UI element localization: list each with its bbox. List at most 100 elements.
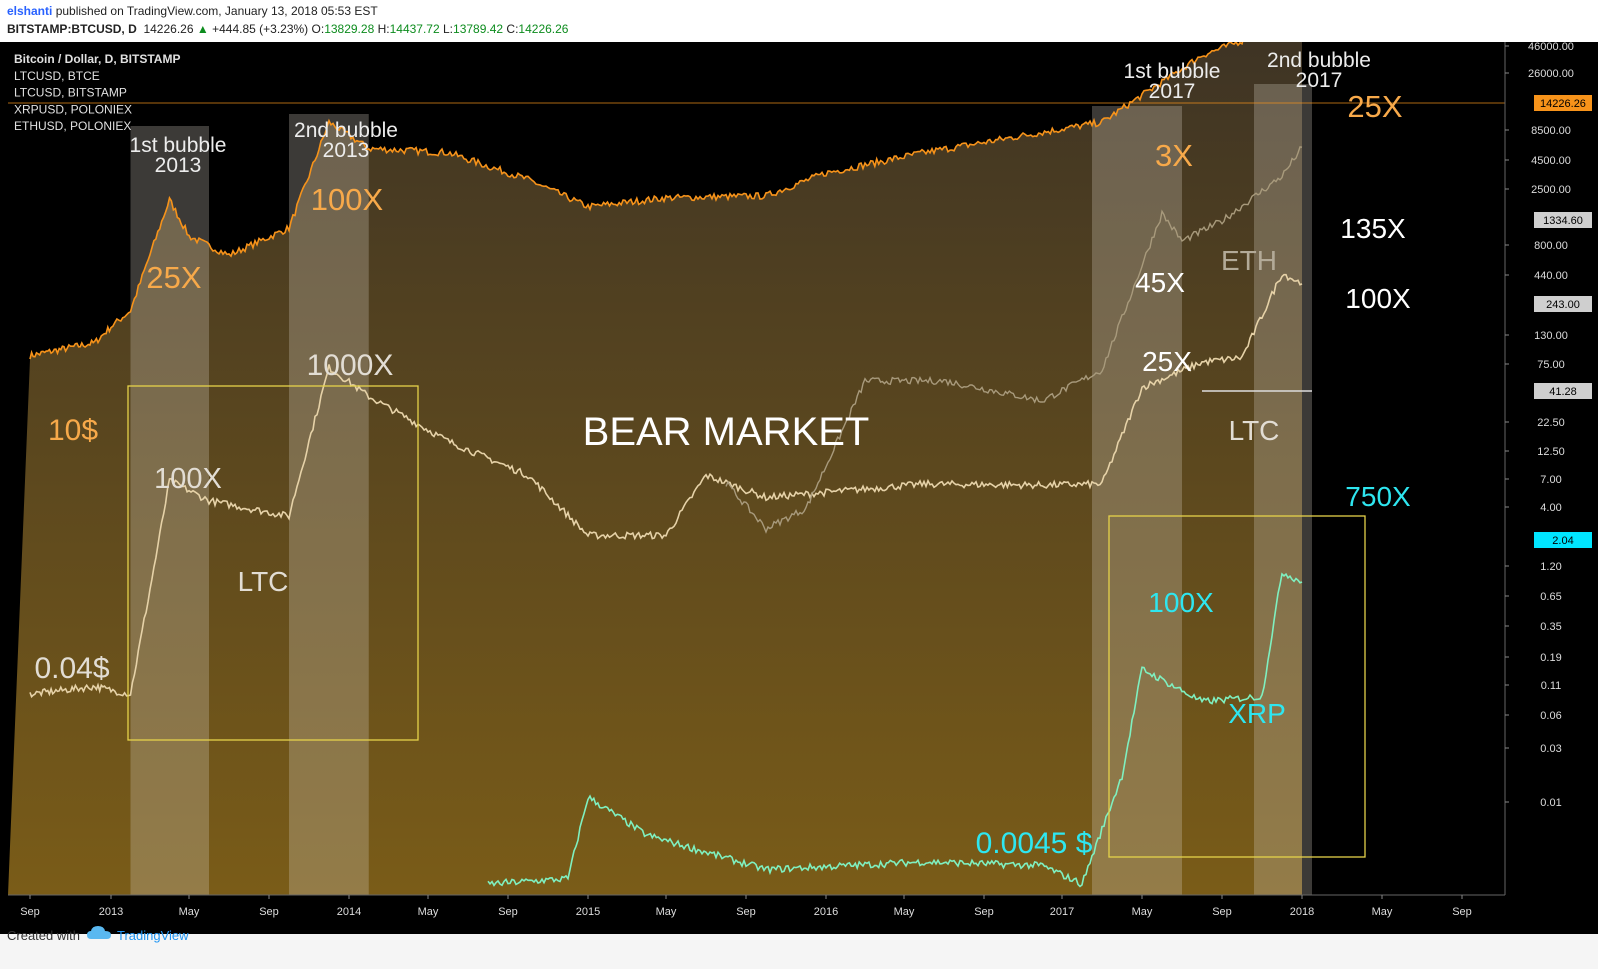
legend-entry: Bitcoin / Dollar, D, BITSTAMP [14, 52, 180, 66]
legend-entry: ETHUSD, POLONIEX [14, 119, 131, 133]
symbol-name: BITSTAMP:BTCUSD, D [7, 22, 137, 36]
annotation-btc-100x-2013: 100X [311, 182, 384, 217]
y-tick-label: 46000.00 [1528, 42, 1574, 53]
annotation-ltc-25x: 25X [1142, 346, 1192, 377]
y-tick-label: 7.00 [1540, 474, 1561, 486]
y-tick-label: 0.11 [1541, 680, 1562, 692]
y-tick-label: 4500.00 [1531, 155, 1571, 167]
x-tick-label: May [1372, 906, 1393, 918]
y-tick-label: 1.20 [1540, 561, 1561, 573]
legend: Bitcoin / Dollar, D, BITSTAMP LTCUSD, BTC… [14, 52, 180, 133]
open-label: O: [311, 22, 325, 36]
x-tick-label: Sep [259, 906, 279, 918]
x-tick-label: May [656, 906, 677, 918]
y-tick-label: 0.06 [1540, 710, 1561, 722]
x-tick-label: Sep [1452, 906, 1472, 918]
close-label: C: [506, 22, 519, 36]
highlight-boxes [127, 385, 1366, 858]
badge-value: 2.04 [1552, 535, 1573, 547]
annotation-xrp-100x: 100X [1148, 587, 1214, 618]
high-value: 14437.72 [389, 22, 440, 36]
annotation-bear: BEAR MARKET [583, 410, 870, 454]
annotation-xrp-750x: 750X [1345, 481, 1411, 512]
badge-ethusd [1534, 212, 1592, 228]
xrp-2017-box [1108, 515, 1366, 858]
open-value: 13829.28 [324, 22, 375, 36]
y-tick-label: 0.19 [1540, 652, 1561, 664]
x-axis-background [0, 895, 1598, 934]
annotation-ltc-1000x: 1000X [307, 349, 394, 382]
x-tick-label: May [894, 906, 915, 918]
legend-entry: LTCUSD, BTCE [14, 69, 100, 83]
x-tick-label: Sep [974, 906, 994, 918]
ltc-2013-box [127, 385, 419, 741]
high-label: H: [377, 22, 390, 36]
x-tick-label: 2017 [1050, 906, 1074, 918]
badge-ltcusd-btce- [1534, 383, 1592, 399]
annotation-ltc-100x: 100X [154, 463, 222, 495]
y-tick-label: 4.00 [1540, 502, 1561, 514]
annotation-ltc-label-2013: LTC [238, 566, 289, 597]
annotation-ltc-start: 0.04$ [34, 652, 109, 685]
series-line-ethusd [725, 146, 1303, 534]
x-tick-label: Sep [20, 906, 40, 918]
btc-area-fill [8, 42, 1302, 895]
y-tick-label: 440.00 [1534, 270, 1568, 282]
low-label: L: [443, 22, 454, 36]
annotation-bubble-2013-1: 1st bubble 2013 [130, 134, 227, 177]
y-tick-label: 26000.00 [1528, 68, 1574, 80]
low-value: 13789.42 [453, 22, 504, 36]
legend-entry: XRPUSD, POLONIEX [14, 102, 132, 116]
y-tick-label: 0.01 [1540, 797, 1561, 809]
last-value-badges: 14226.26 1334.60 243.00 41.28 2.04 [1534, 95, 1592, 548]
x-tick-label: 2013 [99, 906, 123, 918]
annotation-btc-start: 10$ [48, 414, 98, 447]
y-tick-label: 8500.00 [1531, 125, 1571, 137]
last-price: 14226.26 [143, 22, 194, 36]
badge-value: 14226.26 [1540, 98, 1586, 110]
annotation-eth-45x: 45X [1135, 267, 1185, 298]
band-bubble-2017-1 [1092, 106, 1182, 895]
y-tick-label: 12.50 [1537, 446, 1565, 458]
band-bubble-2013-1 [130, 126, 209, 895]
y-tick-label: 130.00 [1534, 330, 1568, 342]
annotation-btc-25x-2013: 25X [146, 260, 201, 295]
footer-bar [0, 934, 1598, 969]
price-chart[interactable]: 1st bubble 2013 2nd bubble 2013 1st bubble 20… [0, 42, 1598, 934]
tradingview-link[interactable]: TradingView [117, 928, 189, 943]
annotation-btc-25x-2017: 25X [1347, 89, 1402, 124]
annotation-xrp-label: XRP [1228, 698, 1286, 729]
x-tick-label: 2016 [814, 906, 838, 918]
x-axis[interactable]: Sep 2013 May Sep 2014 May Sep 2015 May Sep 2016 May… [0, 894, 1598, 934]
annotation-btc-3x: 3X [1155, 138, 1193, 173]
band-bubble-2017-2 [1254, 84, 1312, 895]
y-axis-background [1505, 42, 1598, 934]
published-text: published on TradingView.com, January 13… [52, 4, 378, 18]
y-axis[interactable]: 46000.00 26000.00 8500.00 4500.00 2500.00 800… [1504, 42, 1598, 934]
x-tick-label: May [418, 906, 439, 918]
x-tick-label: 2015 [576, 906, 600, 918]
x-tick-label: Sep [498, 906, 518, 918]
created-with-text: Created with [7, 928, 80, 943]
annotation-eth-label: ETH [1221, 245, 1277, 276]
y-tick-label: 2500.00 [1531, 184, 1571, 196]
y-tick-label: 800.00 [1534, 240, 1568, 252]
x-tick-label: Sep [736, 906, 756, 918]
annotation-eth-135x: 135X [1340, 213, 1406, 244]
tradingview-cloud-icon [87, 926, 111, 939]
publish-info: elshanti published on TradingView.com, J… [7, 4, 378, 18]
annotation-xrp-start: 0.0045 $ [976, 827, 1093, 860]
band-bubble-2013-2 [289, 114, 369, 895]
annotation-ltc-label-2017: LTC [1229, 415, 1280, 446]
bubble-bands [130, 84, 1312, 895]
annotations: 1st bubble 2013 2nd bubble 2013 1st bubble 20… [34, 49, 1411, 860]
author-link[interactable]: elshanti [7, 4, 53, 18]
y-tick-label: 0.03 [1540, 743, 1561, 755]
y-tick-label: 75.00 [1537, 359, 1565, 371]
x-tick-label: May [1132, 906, 1153, 918]
y-tick-label: 22.50 [1537, 417, 1565, 429]
x-tick-label: Sep [1212, 906, 1232, 918]
annotation-ltc-100x-2017: 100X [1345, 283, 1411, 314]
badge-value: 41.28 [1549, 386, 1577, 398]
badge-xrpusd [1534, 532, 1592, 548]
